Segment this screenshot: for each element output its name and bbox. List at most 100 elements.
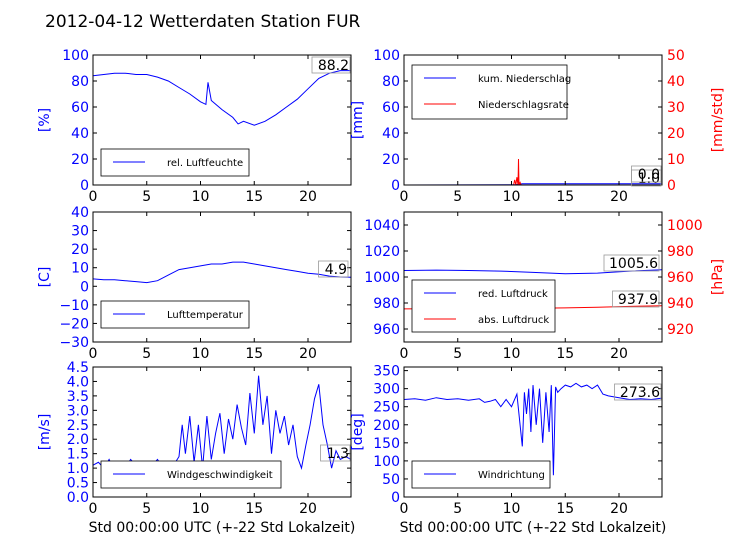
- x-tick-label: 10: [192, 189, 210, 205]
- y-axis-label: [m/s]: [37, 414, 53, 451]
- x-tick-label: 10: [503, 346, 521, 362]
- x-tick-label: 15: [245, 346, 263, 362]
- y-tick-label: 100: [62, 48, 89, 64]
- y-tick-label: 60: [382, 100, 400, 116]
- x-tick-label: 10: [503, 189, 521, 205]
- y-tick-label: 3.0: [67, 403, 89, 419]
- last-value-label-secondary: 937.9: [618, 292, 658, 308]
- plot-frame: [92, 54, 352, 186]
- x-tick-label: 20: [299, 346, 317, 362]
- y-tick-label: 1040: [364, 218, 400, 234]
- y-tick-label: 250: [373, 400, 400, 416]
- y-tick-label: 150: [373, 436, 400, 452]
- y-tick-label: 10: [71, 261, 89, 277]
- y2-tick-label: 40: [667, 74, 685, 90]
- last-value-label: 1.3: [327, 446, 349, 462]
- legend-entry: red. Luftdruck: [478, 289, 548, 300]
- plot-frame: [403, 366, 663, 498]
- x-axis-label: Std 00:00:00 UTC (+-22 Std Lokalzeit): [400, 520, 667, 536]
- y2-tick-label: 940: [667, 296, 694, 312]
- legend-entry: kum. Niederschlag: [478, 74, 571, 85]
- y-tick-label: 2.0: [67, 432, 89, 448]
- subplot-precipitation: 0 5 10 15 20 0 20 40 60 80 100 0 10 20 30 40 50 [mm] [mm/s…: [350, 48, 726, 205]
- y-tick-label: 2.5: [67, 418, 89, 434]
- y-axis-label: [deg]: [350, 413, 366, 450]
- y-tick-label: 960: [373, 322, 400, 338]
- figure-title: 2012-04-12 Wetterdaten Station FUR: [45, 12, 361, 32]
- last-value-label: 1005.6: [609, 256, 658, 272]
- y-tick-label: 100: [373, 48, 400, 64]
- x-tick-label: 5: [142, 346, 151, 362]
- y-tick-label: 20: [71, 242, 89, 258]
- y-tick-label: 1.0: [67, 461, 89, 477]
- y-tick-label: 80: [382, 74, 400, 90]
- x-tick-label: 10: [192, 501, 210, 517]
- subplot-pressure: 0 5 10 15 20 960 980 1000 1020 1040 920 940 960 980 10…: [364, 211, 726, 362]
- legend-entry: abs. Luftdruck: [478, 315, 549, 326]
- legend: kum. Niederschlag Niederschlagsrate: [411, 64, 571, 120]
- y-axis-label: [%]: [37, 108, 53, 132]
- y-tick-label: 1.5: [67, 447, 89, 463]
- x-tick-label: 15: [556, 346, 574, 362]
- y-tick-label: 300: [373, 382, 400, 398]
- y2-tick-label: 960: [667, 270, 694, 286]
- last-value-label-box: [318, 260, 349, 278]
- y-tick-label: 0: [80, 178, 89, 194]
- last-value-label: 1.0: [638, 171, 660, 187]
- legend: Windrichtung: [411, 460, 551, 489]
- plot-frame: [92, 366, 352, 498]
- y-tick-label: 30: [71, 224, 89, 240]
- legend: rel. Luftfeuchte: [100, 148, 250, 177]
- y2-axis-label: [mm/std]: [710, 88, 726, 153]
- legend-frame: [411, 64, 568, 120]
- legend-entry: Windrichtung: [478, 470, 545, 481]
- legend-entry: Niederschlagsrate: [478, 100, 569, 111]
- x-tick-label: 5: [142, 501, 151, 517]
- x-tick-label: 5: [453, 346, 462, 362]
- plot-frame: [403, 54, 663, 186]
- x-tick-label: 20: [299, 501, 317, 517]
- series-line-pressure-0: [403, 269, 663, 275]
- x-tick-label: 15: [556, 501, 574, 517]
- x-tick-label: 0: [89, 501, 98, 517]
- last-value-label-box: [603, 254, 660, 272]
- y-tick-label: 4.5: [67, 360, 89, 376]
- y2-tick-label: 0: [667, 178, 676, 194]
- last-value-label: 88.2: [318, 58, 349, 74]
- legend: Lufttemperatur: [100, 300, 250, 329]
- x-tick-label: 0: [400, 189, 409, 205]
- y-tick-label: 40: [71, 126, 89, 142]
- y-tick-label: 20: [71, 152, 89, 168]
- x-tick-label: 0: [400, 501, 409, 517]
- y2-tick-label: 30: [667, 100, 685, 116]
- subplot-temperature: 0 5 10 15 20 −30 −20 −10 0 10 20 30 40 [C] 4.9 Lufttemp…: [37, 205, 352, 362]
- last-value-label-secondary: 0.0: [638, 167, 660, 183]
- x-tick-label: 20: [610, 501, 628, 517]
- last-value-label-secondary-box: [631, 165, 662, 183]
- y-tick-label: 200: [373, 418, 400, 434]
- y-tick-label: 60: [71, 100, 89, 116]
- y2-axis-label: [hPa]: [710, 259, 726, 295]
- subplot-wind_speed: 0 5 10 15 20 0.00.51.01.52.02.53.03.54.04.5 [m…: [37, 360, 355, 536]
- x-tick-label: 0: [89, 346, 98, 362]
- x-tick-label: 5: [453, 189, 462, 205]
- legend: Windgeschwindigkeit: [100, 460, 282, 489]
- y-tick-label: 0: [391, 490, 400, 506]
- series-line-humidity-0: [92, 70, 351, 126]
- x-tick-label: 5: [453, 501, 462, 517]
- last-value-label-box: [614, 383, 662, 401]
- y-tick-label: 40: [71, 205, 89, 221]
- x-tick-label: 5: [142, 189, 151, 205]
- last-value-label: 4.9: [325, 262, 347, 278]
- series-line-wind_direction-0: [403, 382, 663, 476]
- y2-tick-label: 20: [667, 126, 685, 142]
- y-tick-label: −20: [59, 316, 89, 332]
- y-tick-label: 0.5: [67, 476, 89, 492]
- x-tick-label: 15: [556, 189, 574, 205]
- x-tick-label: 15: [245, 501, 263, 517]
- legend-entry: Lufttemperatur: [167, 310, 244, 321]
- y-tick-label: 3.5: [67, 389, 89, 405]
- legend: red. Luftdruck abs. Luftdruck: [411, 279, 556, 333]
